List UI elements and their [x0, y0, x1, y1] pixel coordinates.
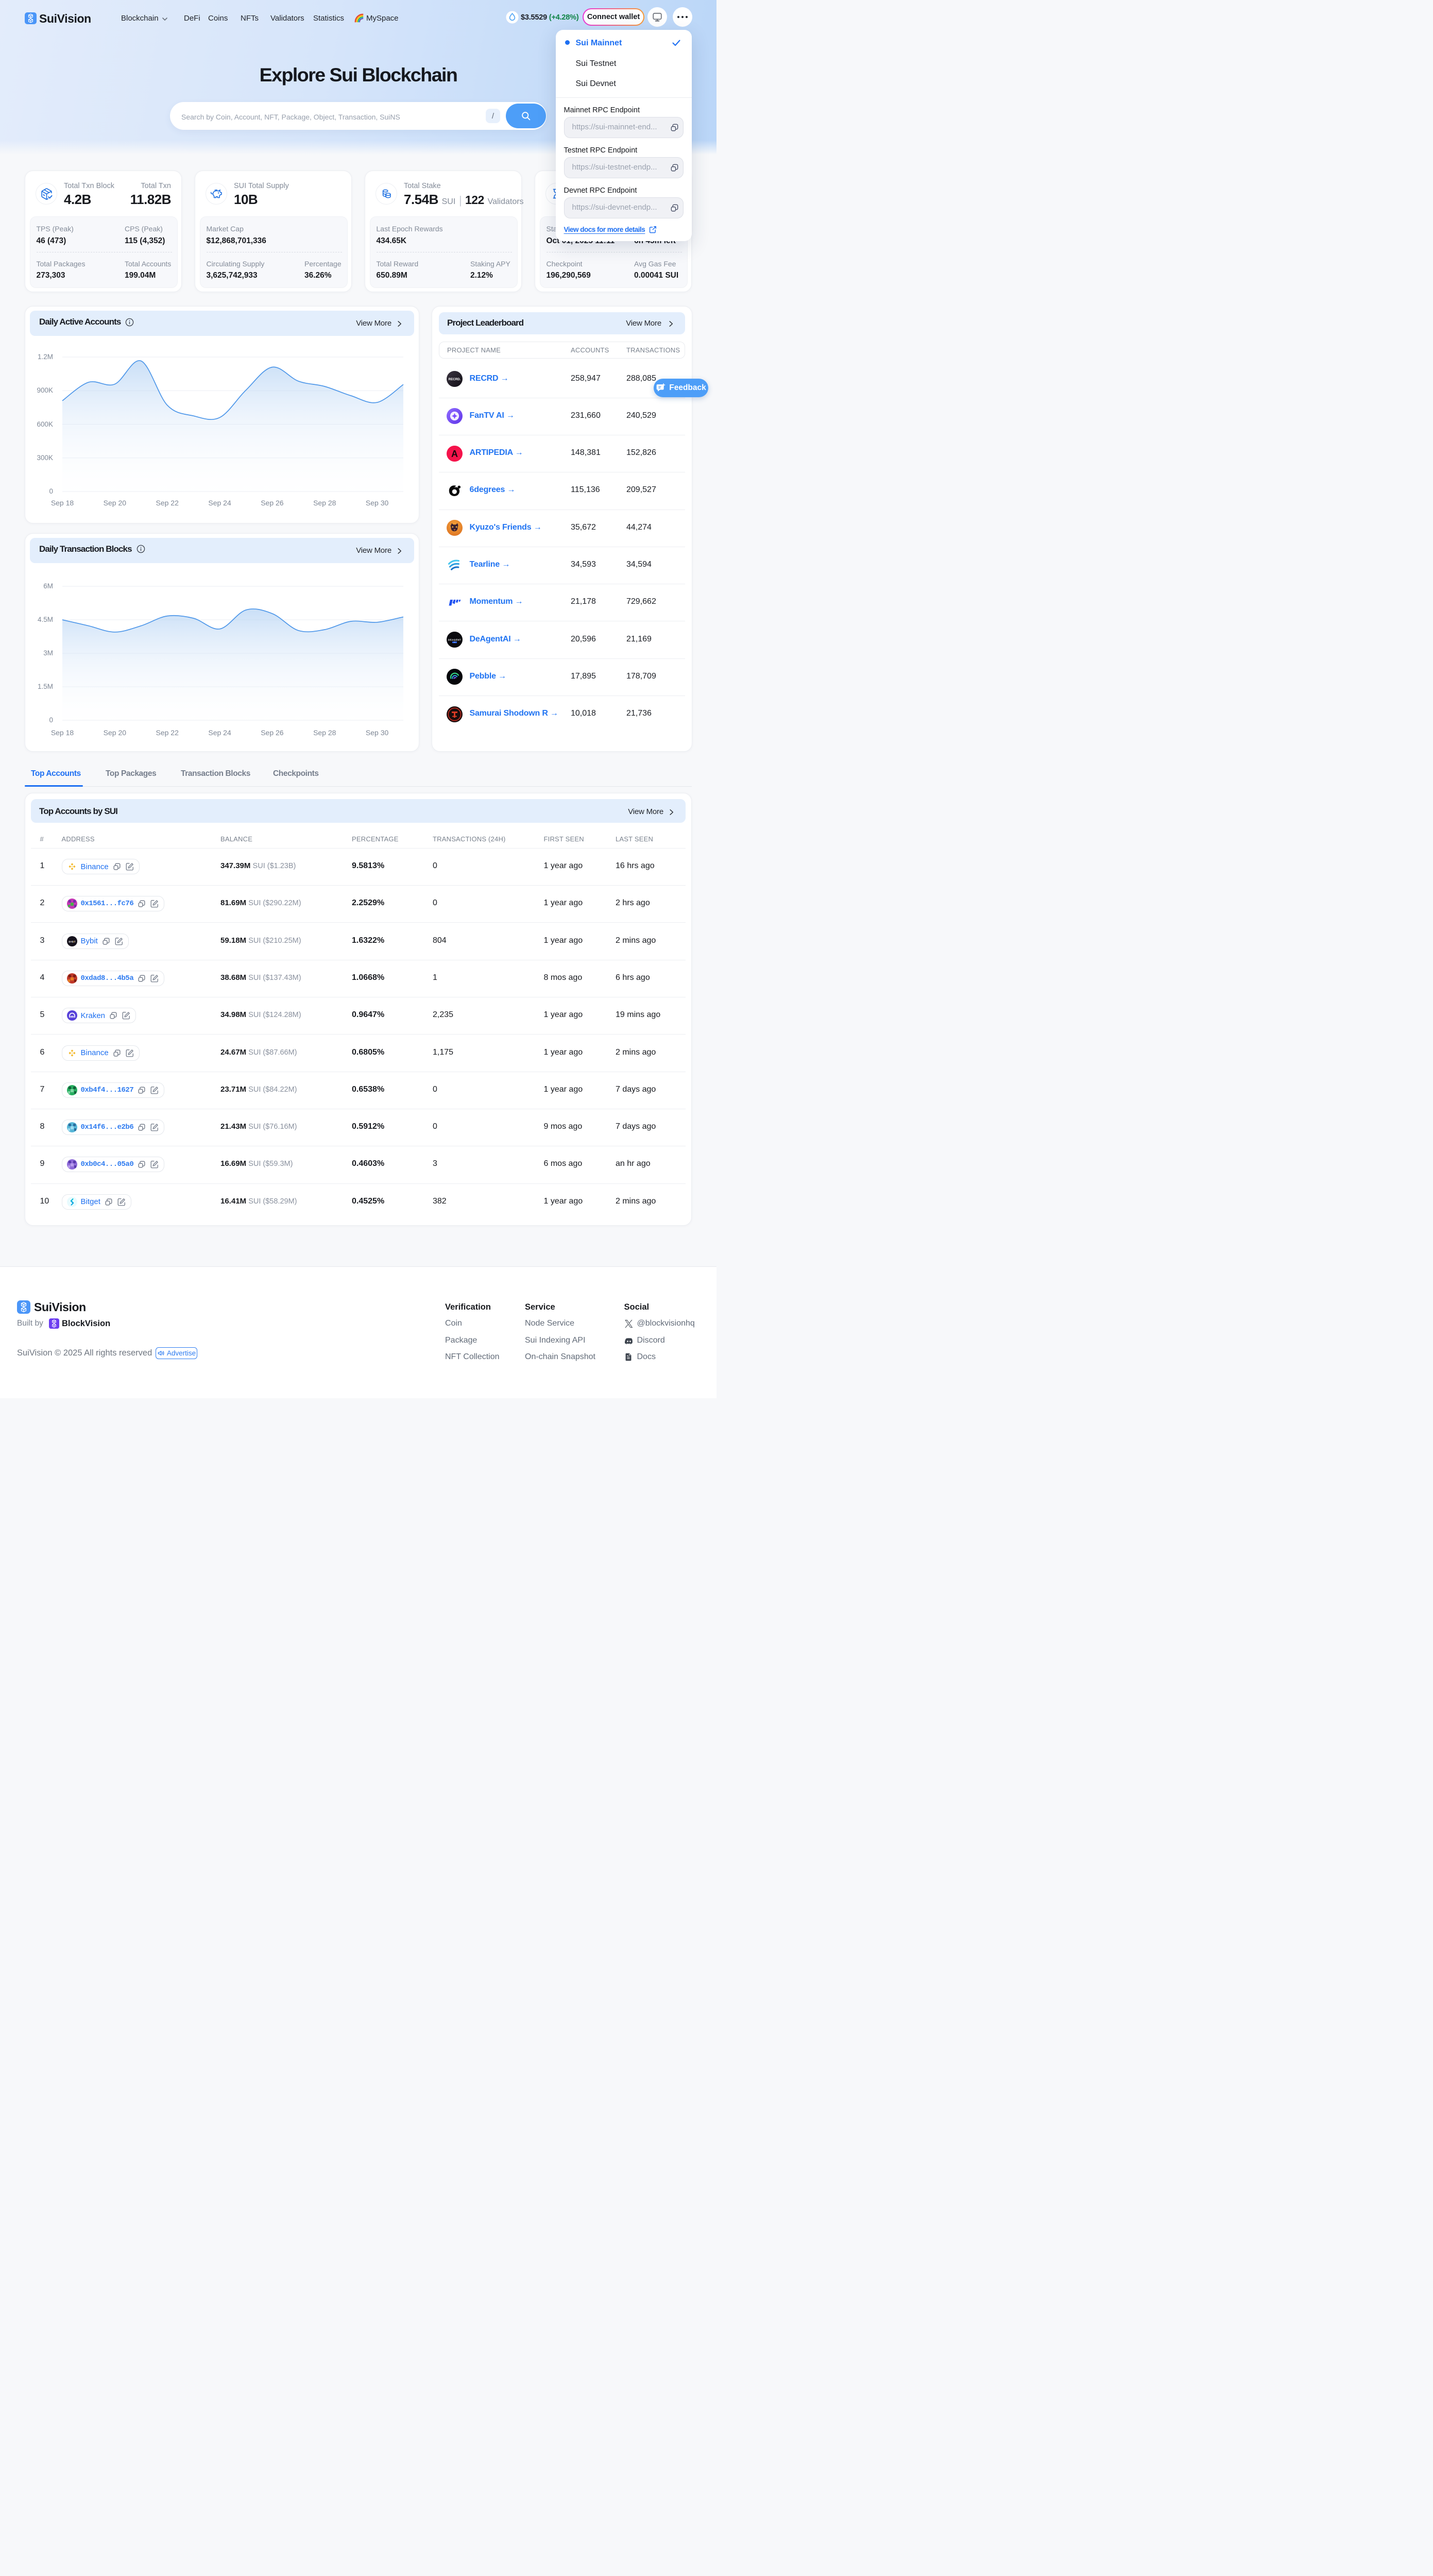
svg-text:AI: AI — [454, 642, 455, 643]
svg-text:RECRD.: RECRD. — [449, 378, 461, 381]
svg-text:A: A — [451, 449, 458, 459]
svg-text:BYBIT: BYBIT — [69, 940, 76, 943]
svg-text:DEAGENT: DEAGENT — [448, 639, 461, 641]
